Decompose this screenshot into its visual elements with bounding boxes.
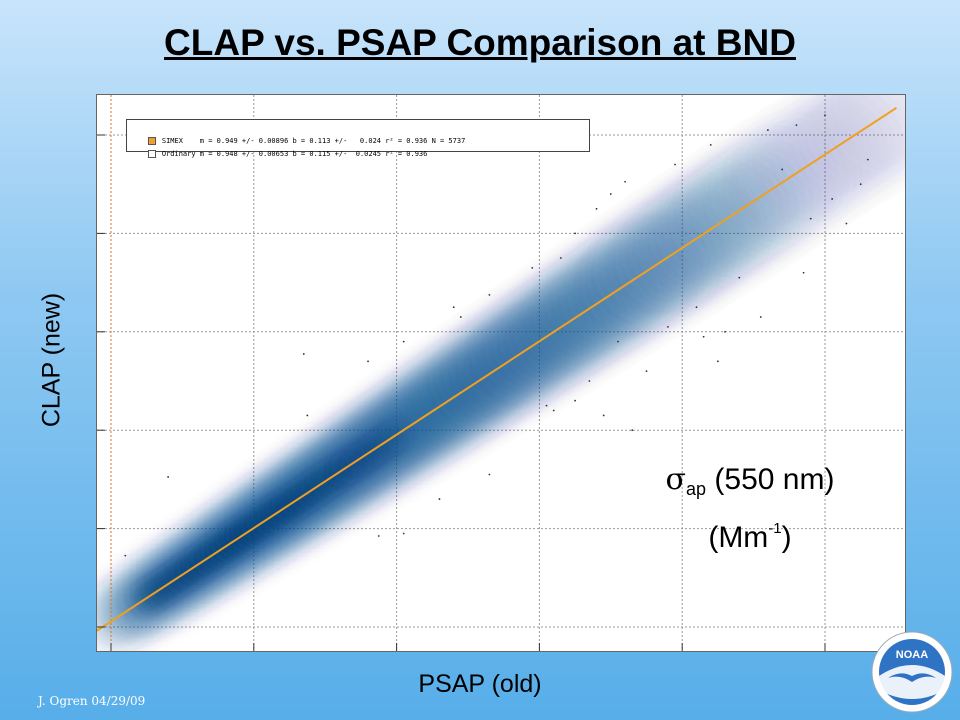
units-annotation: σap (550 nm) (Mm-1)	[620, 460, 880, 558]
data-point	[845, 222, 848, 225]
density-cloud	[97, 149, 804, 651]
legend-swatch-simex	[147, 137, 156, 145]
data-point	[831, 198, 834, 200]
data-point	[559, 257, 562, 259]
unit-close: )	[781, 521, 792, 554]
legend-label-simex: SIMEX m = 0.949 +/- 0.00896 b = 0.113 +/…	[161, 137, 466, 145]
data-point	[695, 306, 698, 309]
data-point	[302, 353, 305, 355]
legend-swatch-ordinary	[147, 150, 156, 158]
scatter-points	[124, 114, 869, 557]
sigma-symbol: σ	[665, 462, 687, 497]
data-point	[588, 380, 591, 382]
data-point	[402, 532, 405, 535]
scatter-plot: 02468100246810	[97, 95, 905, 651]
legend-label-ordinary: Ordinary m = 0.948 +/- 0.00653 b = 0.115…	[161, 150, 428, 158]
data-point	[488, 473, 491, 476]
data-point	[438, 498, 441, 500]
data-point	[866, 158, 869, 161]
data-point	[306, 414, 309, 417]
plot-area: 02468100246810	[96, 94, 906, 652]
data-point	[674, 163, 676, 166]
data-point	[624, 180, 626, 183]
data-point	[717, 360, 719, 363]
data-point	[124, 554, 127, 557]
data-point	[645, 370, 648, 373]
axis-ticks: 02468100246810	[97, 134, 826, 651]
data-point	[724, 330, 726, 333]
data-point	[574, 232, 576, 235]
data-point	[795, 124, 798, 127]
wavelength-text: (550 nm)	[714, 463, 835, 496]
data-point	[402, 340, 405, 343]
data-point	[766, 129, 769, 131]
data-point	[574, 399, 576, 402]
data-point	[595, 207, 598, 210]
fit-line	[97, 107, 897, 632]
data-point	[488, 294, 491, 296]
data-point	[738, 276, 741, 279]
data-point	[459, 316, 462, 318]
data-point	[631, 429, 634, 432]
data-point	[617, 340, 619, 343]
data-point	[545, 404, 548, 407]
data-point	[667, 325, 669, 328]
data-point	[609, 193, 612, 195]
logo-text: NOAA	[896, 649, 928, 661]
fit-legend: SIMEX m = 0.949 +/- 0.00896 b = 0.113 +/…	[126, 119, 590, 158]
data-point	[367, 360, 369, 363]
data-point	[377, 535, 380, 537]
data-point	[802, 271, 805, 274]
noaa-logo: NOAA	[871, 631, 953, 713]
data-point	[781, 168, 784, 171]
x-axis-label: PSAP (old)	[418, 670, 542, 698]
data-point	[531, 266, 534, 269]
unit-text: (Mm	[708, 521, 769, 554]
data-point	[709, 143, 712, 146]
y-axis-label: CLAP (new)	[37, 292, 66, 428]
legend-row-ordinary: Ordinary m = 0.948 +/- 0.00653 b = 0.115…	[131, 136, 427, 158]
data-point	[552, 409, 555, 412]
data-point	[167, 476, 170, 478]
sigma-subscript: ap	[686, 479, 707, 499]
data-point	[759, 316, 762, 318]
legend-row-simex: SIMEX m = 0.949 +/- 0.00896 b = 0.113 +/…	[131, 123, 465, 145]
data-point	[452, 306, 455, 309]
unit-exponent: -1	[768, 520, 782, 537]
slide-title: CLAP vs. PSAP Comparison at BND	[164, 22, 796, 63]
data-point	[809, 217, 812, 220]
data-point	[824, 114, 826, 117]
data-point	[602, 414, 605, 417]
data-point	[702, 335, 705, 338]
data-point	[859, 183, 862, 186]
footer-credit: J. Ogren 04/29/09	[38, 694, 146, 708]
